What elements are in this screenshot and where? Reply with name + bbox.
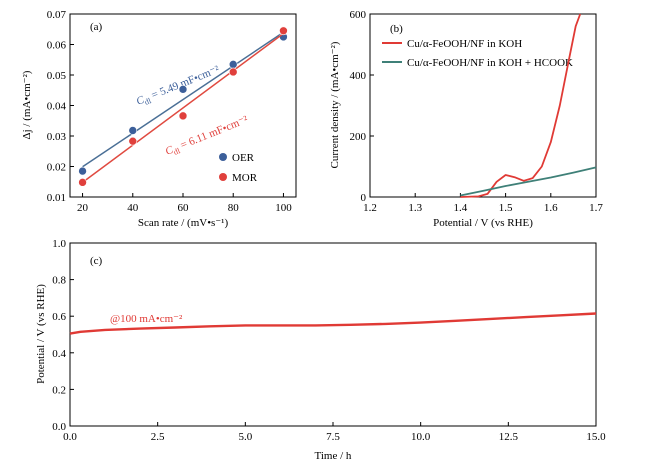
panel-b-label: (b) xyxy=(390,23,403,35)
x-tick-label: 1.2 xyxy=(363,202,377,214)
x-tick-label: 5.0 xyxy=(238,431,252,443)
data-point-oer xyxy=(128,126,138,135)
series-line-0 xyxy=(460,13,582,198)
y-tick-label: 0.02 xyxy=(47,162,66,174)
series-line-1 xyxy=(460,166,597,197)
x-tick-label: 2.5 xyxy=(151,431,165,443)
y-tick-label: 0.04 xyxy=(47,101,67,113)
data-point-mor xyxy=(279,26,288,36)
panel-b: (b) Potential / V (vs RHE) Current densi… xyxy=(329,9,603,229)
y-tick-label: 0.03 xyxy=(47,131,67,143)
oer-cdl-subscript: dl xyxy=(143,96,153,107)
x-tick-label: 1.7 xyxy=(589,202,603,214)
y-tick-label: 600 xyxy=(350,9,367,21)
legend-marker-oer xyxy=(219,153,227,161)
x-tick-label: 0.0 xyxy=(63,431,77,443)
x-tick-label: 20 xyxy=(77,202,89,214)
x-tick-label: 80 xyxy=(228,202,240,214)
y-tick-label: 0.8 xyxy=(52,275,66,287)
data-point-oer xyxy=(78,166,87,176)
panel-c-xlabel: Time / h xyxy=(315,450,352,462)
y-tick-label: 0 xyxy=(361,192,367,204)
data-point-mor xyxy=(228,67,238,77)
y-tick-label: 0.2 xyxy=(52,384,66,396)
x-tick-label: 1.6 xyxy=(544,202,558,214)
panel-a-label: (a) xyxy=(90,21,103,33)
data-point-oer xyxy=(178,85,188,94)
panel-b-legend-hcook: Cu/α-FeOOH/NF in KOH + HCOOK xyxy=(407,57,573,69)
x-tick-label: 100 xyxy=(275,202,292,214)
x-tick-label: 15.0 xyxy=(586,431,606,443)
data-point-oer xyxy=(228,60,238,69)
panel-c-annotation: @100 mA•cm⁻² xyxy=(110,313,183,325)
x-tick-label: 12.5 xyxy=(499,431,519,443)
mor-cdl-value: = 6.11 mF•cm⁻² xyxy=(176,113,250,152)
x-tick-label: 1.4 xyxy=(454,202,468,214)
x-tick-label: 60 xyxy=(178,202,190,214)
mor-cdl-subscript: dl xyxy=(172,146,182,157)
y-tick-label: 0.06 xyxy=(47,40,67,52)
y-tick-label: 0.4 xyxy=(52,348,66,360)
panel-b-ylabel: Current density / (mA•cm⁻²) xyxy=(329,41,341,168)
y-tick-label: 0.07 xyxy=(47,9,67,21)
panel-b-legend-koh: Cu/α-FeOOH/NF in KOH xyxy=(407,38,522,50)
oer-cdl-symbol: C xyxy=(135,94,147,108)
y-tick-label: 1.0 xyxy=(52,238,66,250)
mor-cdl-symbol: C xyxy=(164,144,176,158)
series-line-0 xyxy=(69,312,597,335)
fit-line-mor xyxy=(82,32,284,183)
panel-a-ylabel: Δj / (mA•cm⁻²) xyxy=(21,70,33,139)
x-tick-label: 1.5 xyxy=(499,202,513,214)
panel-b-frame xyxy=(369,13,597,198)
data-point-mor xyxy=(178,111,188,121)
data-point-mor xyxy=(128,136,138,146)
panel-c-frame xyxy=(69,242,597,427)
y-tick-label: 400 xyxy=(350,70,367,82)
panel-a-xlabel: Scan rate / (mV•s⁻¹) xyxy=(138,217,229,229)
panel-a-legend-oer: OER xyxy=(232,152,255,164)
y-tick-label: 0.0 xyxy=(52,421,66,433)
panel-a-frame xyxy=(69,13,297,198)
panel-c-ylabel: Potential / V (vs RHE) xyxy=(35,284,47,384)
panel-a: (a) Scan rate / (mV•s⁻¹) Δj / (mA•cm⁻²) … xyxy=(21,9,297,229)
x-tick-label: 1.3 xyxy=(408,202,422,214)
x-tick-label: 10.0 xyxy=(411,431,431,443)
oer-cdl-value: = 5.49 mF•cm⁻² xyxy=(147,63,221,102)
panel-c: (c) Time / h Potential / V (vs RHE) @100… xyxy=(35,238,606,462)
y-tick-label: 0.01 xyxy=(47,192,66,204)
y-tick-label: 200 xyxy=(350,131,367,143)
panel-b-xlabel: Potential / V (vs RHE) xyxy=(433,217,533,229)
legend-marker-mor xyxy=(219,173,227,181)
x-tick-label: 7.5 xyxy=(326,431,340,443)
panel-c-label: (c) xyxy=(90,255,103,267)
panel-a-legend-mor: MOR xyxy=(232,172,258,184)
data-point-mor xyxy=(78,178,87,187)
y-tick-label: 0.6 xyxy=(52,311,66,323)
x-tick-label: 40 xyxy=(127,202,139,214)
y-tick-label: 0.05 xyxy=(47,70,67,82)
fit-line-oer xyxy=(82,31,284,168)
